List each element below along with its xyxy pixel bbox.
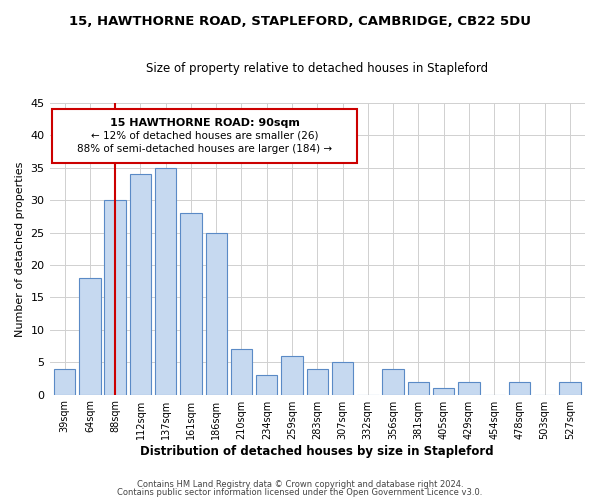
Bar <box>509 382 530 394</box>
Bar <box>180 213 202 394</box>
Bar <box>130 174 151 394</box>
Text: Contains public sector information licensed under the Open Government Licence v3: Contains public sector information licen… <box>118 488 482 497</box>
Y-axis label: Number of detached properties: Number of detached properties <box>15 161 25 336</box>
Bar <box>256 375 277 394</box>
Bar <box>79 278 101 394</box>
Text: 88% of semi-detached houses are larger (184) →: 88% of semi-detached houses are larger (… <box>77 144 332 154</box>
Text: 15, HAWTHORNE ROAD, STAPLEFORD, CAMBRIDGE, CB22 5DU: 15, HAWTHORNE ROAD, STAPLEFORD, CAMBRIDG… <box>69 15 531 28</box>
Title: Size of property relative to detached houses in Stapleford: Size of property relative to detached ho… <box>146 62 488 76</box>
Bar <box>458 382 479 394</box>
Bar <box>104 200 126 394</box>
Bar <box>332 362 353 394</box>
Bar <box>307 368 328 394</box>
Bar <box>206 232 227 394</box>
Bar <box>559 382 581 394</box>
X-axis label: Distribution of detached houses by size in Stapleford: Distribution of detached houses by size … <box>140 444 494 458</box>
Bar <box>433 388 454 394</box>
Bar <box>281 356 303 395</box>
FancyBboxPatch shape <box>52 109 358 163</box>
Bar <box>407 382 429 394</box>
Bar <box>155 168 176 394</box>
Bar <box>382 368 404 394</box>
Text: Contains HM Land Registry data © Crown copyright and database right 2024.: Contains HM Land Registry data © Crown c… <box>137 480 463 489</box>
Text: ← 12% of detached houses are smaller (26): ← 12% of detached houses are smaller (26… <box>91 130 319 140</box>
Text: 15 HAWTHORNE ROAD: 90sqm: 15 HAWTHORNE ROAD: 90sqm <box>110 118 300 128</box>
Bar <box>54 368 76 394</box>
Bar <box>231 349 252 395</box>
